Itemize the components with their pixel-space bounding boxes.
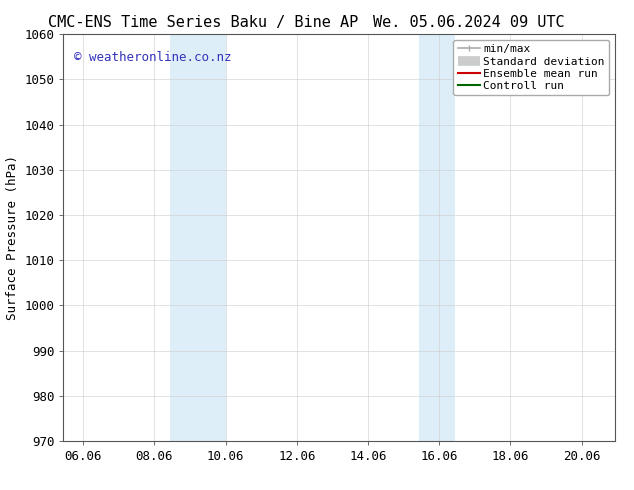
Bar — [170, 34, 226, 441]
Text: CMC-ENS Time Series Baku / Bine AP: CMC-ENS Time Series Baku / Bine AP — [48, 15, 358, 30]
Y-axis label: Surface Pressure (hPa): Surface Pressure (hPa) — [6, 155, 19, 320]
Text: © weatheronline.co.nz: © weatheronline.co.nz — [74, 50, 232, 64]
Bar — [419, 34, 455, 441]
Legend: min/max, Standard deviation, Ensemble mean run, Controll run: min/max, Standard deviation, Ensemble me… — [453, 40, 609, 96]
Text: We. 05.06.2024 09 UTC: We. 05.06.2024 09 UTC — [373, 15, 565, 30]
